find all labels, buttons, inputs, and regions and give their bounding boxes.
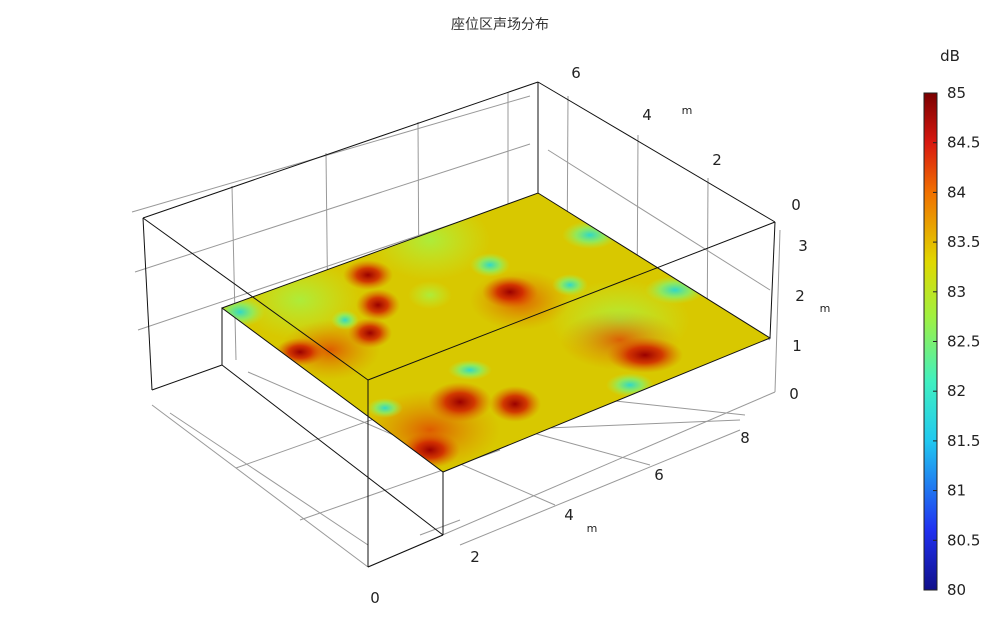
colorbar-tick-label: 84.5 <box>947 134 980 152</box>
z-tick: 1 <box>792 337 802 355</box>
colorbar-tick-label: 82 <box>947 382 966 400</box>
y-tick: 4 <box>642 106 652 124</box>
x-tick: 8 <box>740 429 750 447</box>
x-tick: 0 <box>370 589 380 607</box>
colorbar-tick-label: 84 <box>947 183 966 201</box>
chart-title: 座位区声场分布 <box>451 17 549 33</box>
sound-field-surface <box>222 193 770 472</box>
domain-box-edges <box>142 81 776 568</box>
x-axis-labels: 0 2 4 6 8 m <box>370 429 750 607</box>
y-unit: m <box>682 104 693 117</box>
z-tick: 2 <box>795 287 805 305</box>
x-tick: 2 <box>470 548 480 566</box>
colorbar-tick-label: 82.5 <box>947 333 980 351</box>
y-tick: 0 <box>791 196 801 214</box>
z-axis-labels: 3 2 1 0 m <box>789 237 830 403</box>
colorbar-tick-label: 83.5 <box>947 233 980 251</box>
colorbar-tick-label: 81 <box>947 482 966 500</box>
colorbar: dB 85 84.5 84 83.5 83 82.5 82 81.5 81 80.5 80 <box>923 47 980 599</box>
x-tick: 4 <box>564 506 574 524</box>
colorbar-tick-label: 80.5 <box>947 531 980 549</box>
x-unit: m <box>587 522 598 535</box>
z-tick: 0 <box>789 385 799 403</box>
z-unit: m <box>820 302 831 315</box>
colorbar-tick-label: 85 <box>947 84 966 102</box>
y-tick: 2 <box>712 151 722 169</box>
x-tick: 6 <box>654 466 664 484</box>
y-tick: 6 <box>571 64 581 82</box>
y-axis-labels: 6 4 2 0 m <box>571 64 801 214</box>
colorbar-unit: dB <box>940 47 960 65</box>
z-tick: 3 <box>798 237 808 255</box>
colorbar-tick-label: 83 <box>947 283 966 301</box>
colorbar-tick-label: 81.5 <box>947 432 980 450</box>
colorbar-tick-label: 80 <box>947 581 966 599</box>
